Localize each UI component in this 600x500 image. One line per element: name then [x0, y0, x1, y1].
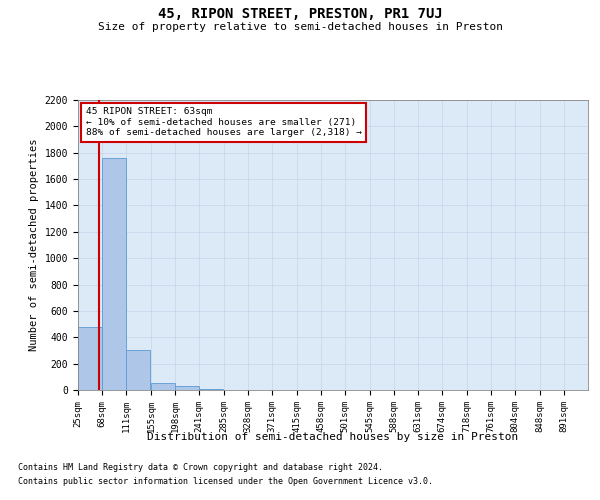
Text: 45, RIPON STREET, PRESTON, PR1 7UJ: 45, RIPON STREET, PRESTON, PR1 7UJ — [158, 8, 442, 22]
Bar — [175, 386, 199, 390]
Bar — [102, 158, 126, 390]
Bar — [126, 350, 151, 390]
Y-axis label: Number of semi-detached properties: Number of semi-detached properties — [29, 138, 39, 352]
Bar — [151, 383, 175, 390]
Text: Contains HM Land Registry data © Crown copyright and database right 2024.: Contains HM Land Registry data © Crown c… — [18, 464, 383, 472]
Text: Size of property relative to semi-detached houses in Preston: Size of property relative to semi-detach… — [97, 22, 503, 32]
Text: Distribution of semi-detached houses by size in Preston: Distribution of semi-detached houses by … — [148, 432, 518, 442]
Text: 45 RIPON STREET: 63sqm
← 10% of semi-detached houses are smaller (271)
88% of se: 45 RIPON STREET: 63sqm ← 10% of semi-det… — [86, 108, 362, 137]
Bar — [78, 326, 102, 390]
Text: Contains public sector information licensed under the Open Government Licence v3: Contains public sector information licen… — [18, 477, 433, 486]
